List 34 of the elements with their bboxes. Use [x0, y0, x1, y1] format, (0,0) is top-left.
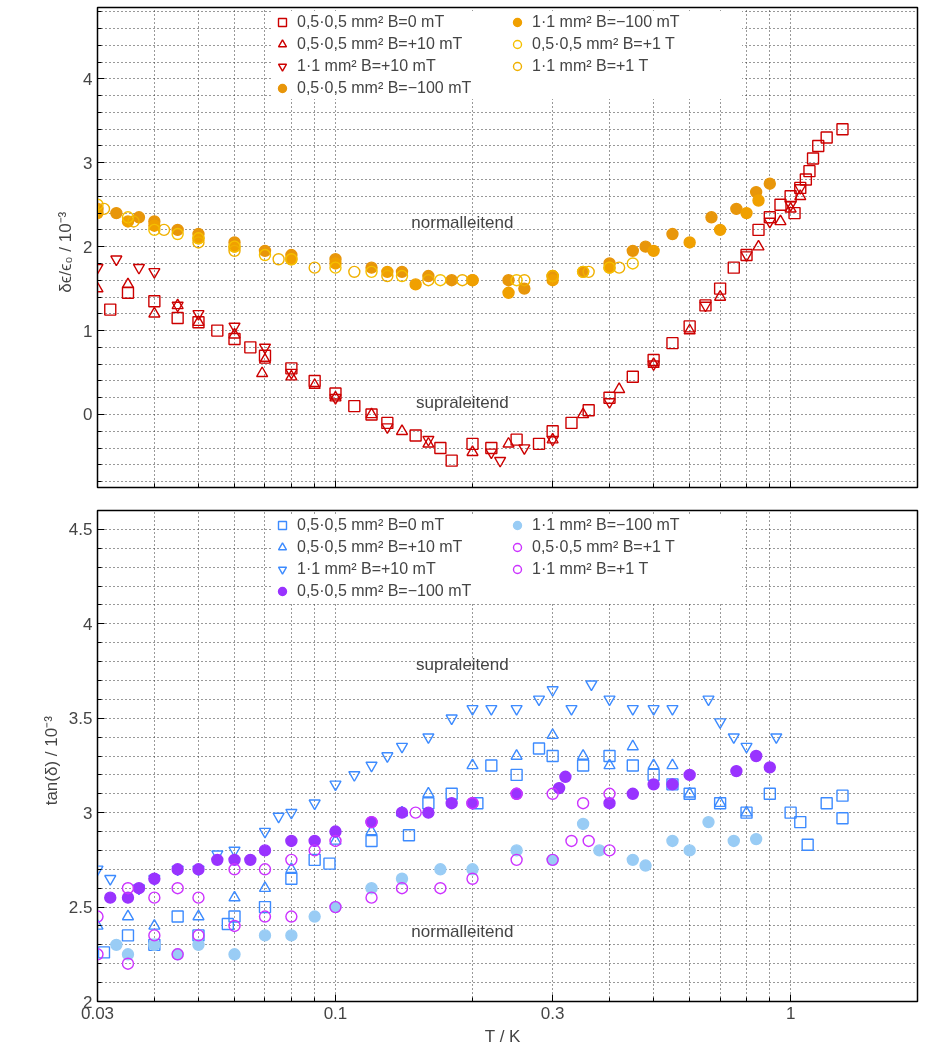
y-tick-label: 2.5: [68, 898, 93, 918]
y-tick-label: 4: [83, 614, 93, 634]
legend-label: 1·1 mm² B=+10 mT: [297, 559, 437, 579]
y-tick-label: 2: [83, 237, 93, 257]
legend-label: 1·1 mm² B=+10 mT: [297, 56, 437, 76]
annotation: normalleitend: [411, 213, 514, 233]
y-axis-title: δϵ/ϵ₀ / 10⁻³: [56, 211, 76, 293]
legend-label: 0,5·0,5 mm² B=−100 mT: [297, 581, 473, 601]
y-tick-label: 4: [83, 69, 93, 89]
legend-label: 1·1 mm² B=+1 T: [532, 56, 650, 76]
y-tick-label: 1: [83, 321, 93, 341]
x-axis-title: T / K: [484, 1026, 522, 1046]
legend-label: 1·1 mm² B=−100 mT: [532, 12, 681, 32]
legend-label: 0,5·0,5 mm² B=0 mT: [297, 515, 446, 535]
legend-label: 0,5·0,5 mm² B=+1 T: [532, 34, 676, 54]
y-tick-label: 3: [83, 803, 93, 823]
x-tick-label: 0.1: [323, 1003, 348, 1023]
annotation: supraleitend: [416, 393, 509, 413]
legend-label: 0,5·0,5 mm² B=+1 T: [532, 537, 676, 557]
x-tick-label: 1: [785, 1003, 796, 1023]
legend-label: 0,5·0,5 mm² B=−100 mT: [297, 78, 473, 98]
x-tick-label: 0.3: [540, 1003, 565, 1023]
y-tick-label: 3.5: [68, 709, 93, 729]
legend-label: 0,5·0,5 mm² B=0 mT: [297, 12, 446, 32]
y-tick-label: 4.5: [68, 520, 93, 540]
legend-label: 0,5·0,5 mm² B=+10 mT: [297, 34, 464, 54]
legend-label: 1·1 mm² B=−100 mT: [532, 515, 681, 535]
y-axis-title: tan(δ) / 10⁻³: [41, 715, 61, 806]
annotation: normalleitend: [411, 921, 514, 941]
legend-label: 0,5·0,5 mm² B=+10 mT: [297, 537, 464, 557]
annotation: supraleitend: [416, 655, 509, 675]
y-tick-label: 3: [83, 153, 93, 173]
legend-label: 1·1 mm² B=+1 T: [532, 559, 650, 579]
y-tick-label: 0: [83, 405, 93, 425]
